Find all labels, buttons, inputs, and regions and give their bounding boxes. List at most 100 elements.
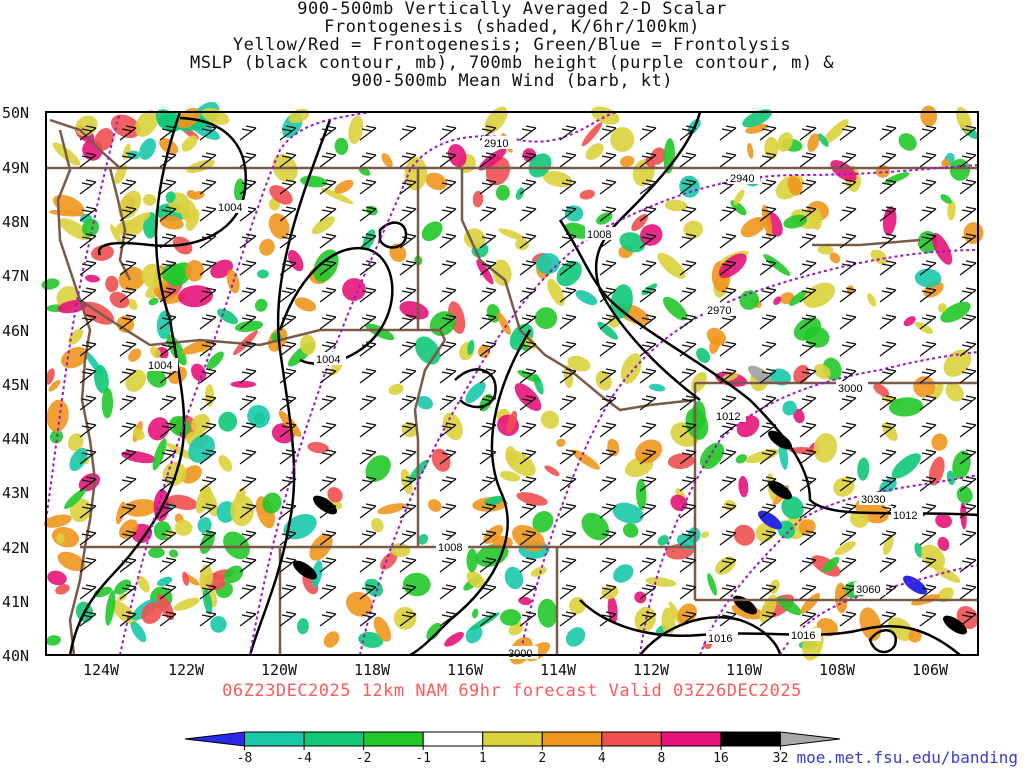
wind-barb: [879, 395, 897, 411]
wind-barb: [79, 260, 97, 276]
shading-patch: [810, 207, 822, 231]
shading-patch: [313, 249, 339, 283]
wind-barb: [159, 449, 177, 465]
wind-barb: [399, 314, 417, 330]
shading-patch: [57, 551, 86, 572]
lon-label: 118W: [354, 661, 391, 679]
wind-barb: [559, 152, 577, 168]
wind-barb: [599, 314, 617, 330]
wind-barb: [79, 206, 97, 222]
shading-patch: [56, 532, 65, 544]
shading-patch: [781, 496, 804, 520]
wind-barb: [359, 530, 377, 546]
colorbar-swatch: [601, 731, 662, 747]
shading-patch: [544, 465, 560, 477]
colorbar-swatch: [779, 731, 841, 747]
wind-barb: [239, 314, 257, 330]
shading-patch: [118, 190, 142, 220]
wind-barb: [79, 314, 97, 330]
wind-barb: [279, 368, 297, 384]
wind-barb: [839, 530, 857, 546]
wind-barb: [919, 422, 937, 438]
wind-barb: [199, 287, 217, 303]
wind-barb: [399, 287, 417, 303]
wind-barb: [119, 233, 137, 249]
wind-barb: [679, 422, 697, 438]
shading-patch: [91, 244, 114, 261]
wind-barb: [759, 530, 777, 546]
shading-patch: [49, 429, 64, 444]
shading-patch: [620, 353, 642, 384]
shading-patch: [823, 119, 849, 145]
wind-barb: [799, 233, 817, 249]
wind-barb: [359, 341, 377, 357]
wind-barb: [319, 314, 337, 330]
mslp-label: 1004: [218, 202, 242, 214]
wind-barb: [319, 206, 337, 222]
wind-barb: [119, 584, 137, 600]
colorbar-tick-label: 1: [479, 751, 487, 766]
mslp-label: 1004: [316, 354, 340, 366]
wind-barb: [479, 530, 497, 546]
shading-patch: [224, 565, 244, 584]
wind-barb: [639, 422, 657, 438]
mslp-label: 1016: [708, 633, 732, 645]
wind-barb: [679, 557, 697, 573]
shading-patch: [465, 381, 486, 404]
wind-barb: [239, 395, 257, 411]
shading-patch: [645, 577, 677, 587]
wind-barb: [279, 179, 297, 195]
wind-barb: [319, 287, 337, 303]
wind-barb: [79, 395, 97, 411]
wind-barb: [119, 260, 137, 276]
shading-patch: [334, 137, 349, 155]
wind-barb: [119, 530, 137, 546]
shading-patch: [663, 296, 688, 321]
shading-patch: [85, 274, 100, 283]
wind-barb: [439, 287, 457, 303]
wind-barb: [279, 449, 297, 465]
wind-barb: [239, 179, 257, 195]
shading-patch: [696, 347, 711, 364]
wind-barb: [839, 287, 857, 303]
shading-patch: [402, 572, 431, 597]
wind-barb: [359, 611, 377, 627]
wind-barb: [839, 179, 857, 195]
wind-barb: [599, 476, 617, 492]
wind-barb: [759, 476, 777, 492]
wind-barb: [159, 287, 177, 303]
wind-barb: [879, 530, 897, 546]
wind-barb: [639, 449, 657, 465]
wind-barb: [239, 449, 257, 465]
shading-patch: [123, 499, 158, 517]
wind-barb: [959, 206, 977, 222]
wind-barb: [639, 233, 657, 249]
shading-patch: [782, 400, 797, 416]
wind-barb: [879, 152, 897, 168]
shading-patch: [783, 214, 808, 229]
wind-barb: [79, 422, 97, 438]
wind-barb: [559, 260, 577, 276]
shading-patch: [830, 160, 857, 182]
wind-barb: [279, 584, 297, 600]
shading-patch: [465, 625, 483, 644]
shading-patch: [191, 363, 207, 382]
shading-patch: [105, 590, 116, 626]
shading-patch: [45, 368, 55, 385]
shading-patch: [404, 156, 428, 191]
mslp-label: 1012: [893, 510, 917, 522]
shading-patch: [59, 218, 90, 241]
shading-patch: [685, 408, 709, 440]
wind-barb: [399, 395, 417, 411]
wind-barb: [799, 314, 817, 330]
shading-patch: [150, 346, 162, 359]
wind-barb: [319, 449, 337, 465]
shading-patch: [109, 291, 130, 309]
lon-label: 112W: [633, 661, 670, 679]
wind-barb: [439, 368, 457, 384]
shading-patch: [427, 499, 442, 512]
wind-barb: [399, 449, 417, 465]
wind-barb: [599, 503, 617, 519]
lon-label: 108W: [819, 661, 856, 679]
shading-patch: [155, 109, 180, 133]
